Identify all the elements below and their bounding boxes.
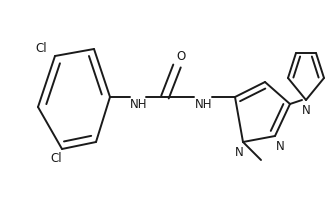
Text: O: O [176,50,186,62]
Text: NH: NH [195,98,213,111]
Text: N: N [234,145,243,159]
Text: N: N [276,140,284,153]
Text: NH: NH [130,99,148,112]
Text: Cl: Cl [35,41,47,54]
Text: N: N [302,103,310,116]
Text: Cl: Cl [50,153,62,165]
